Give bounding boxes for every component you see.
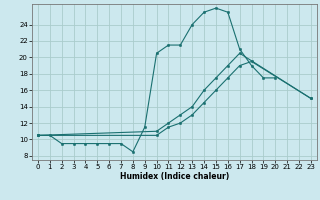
X-axis label: Humidex (Indice chaleur): Humidex (Indice chaleur): [120, 172, 229, 181]
